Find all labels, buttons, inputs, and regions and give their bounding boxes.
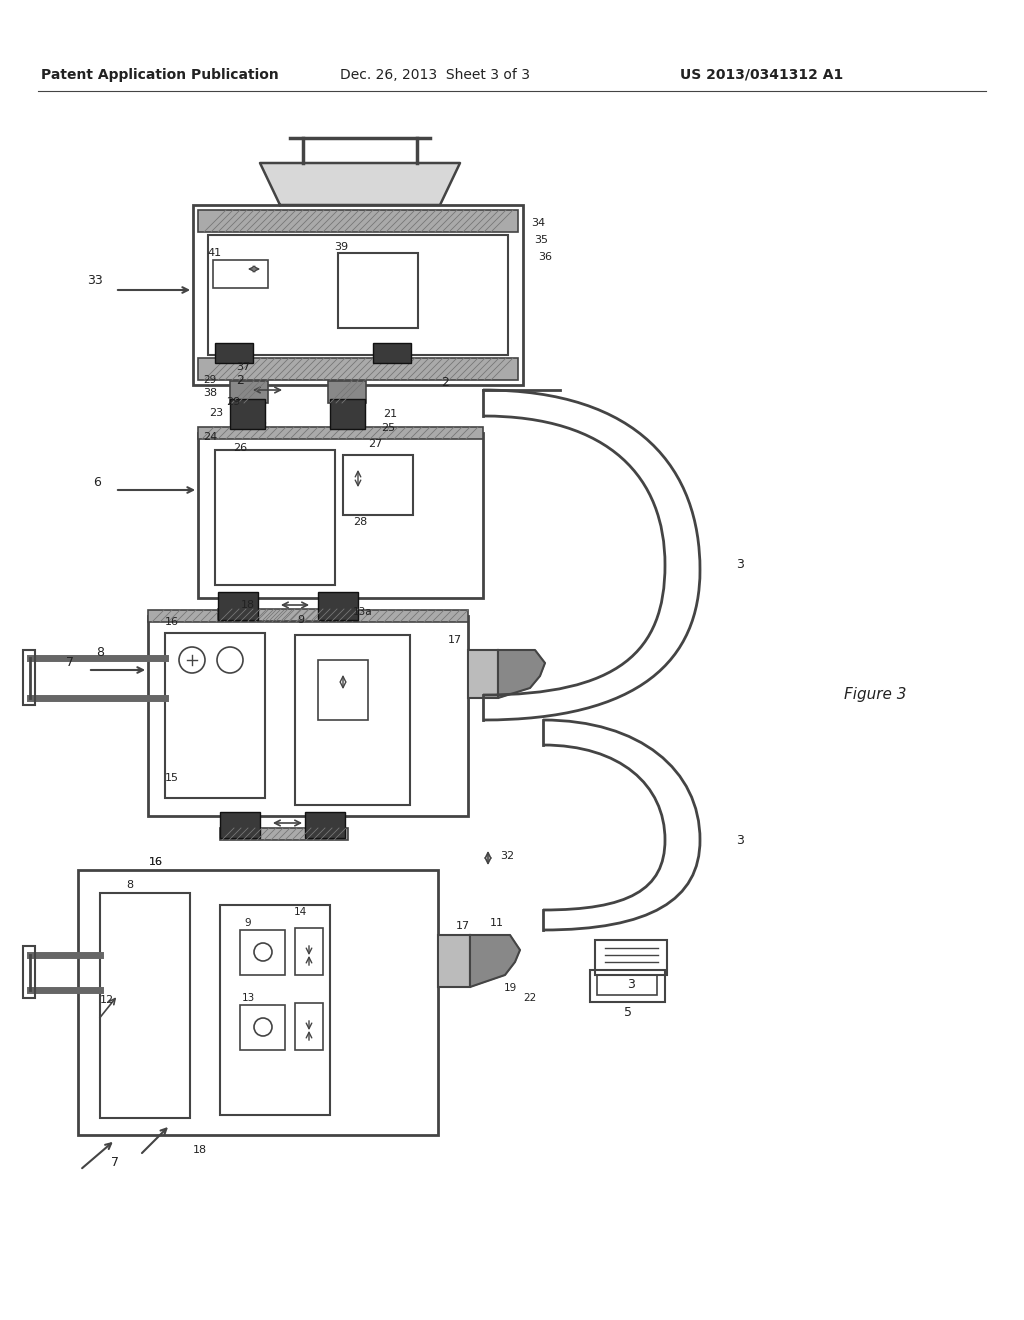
Text: 18: 18 xyxy=(193,1144,207,1155)
Bar xyxy=(148,610,468,622)
Text: 8: 8 xyxy=(96,645,104,659)
Text: 3: 3 xyxy=(736,558,744,572)
Polygon shape xyxy=(470,935,520,987)
Bar xyxy=(295,635,410,805)
Bar xyxy=(230,399,265,429)
Bar xyxy=(343,455,413,515)
Text: 22: 22 xyxy=(523,993,537,1003)
Bar xyxy=(78,870,438,1135)
Text: Figure 3: Figure 3 xyxy=(844,688,906,702)
Text: 26: 26 xyxy=(232,444,247,453)
Text: Patent Application Publication: Patent Application Publication xyxy=(41,69,279,82)
Text: 35: 35 xyxy=(534,235,548,246)
Text: US 2013/0341312 A1: US 2013/0341312 A1 xyxy=(680,69,844,82)
Text: 16: 16 xyxy=(150,857,163,867)
Text: 9: 9 xyxy=(245,917,251,928)
Text: 32: 32 xyxy=(500,851,514,861)
Bar xyxy=(220,828,348,840)
Text: 6: 6 xyxy=(93,475,101,488)
Text: 2: 2 xyxy=(237,374,244,387)
Bar xyxy=(218,591,258,620)
Polygon shape xyxy=(260,162,460,205)
Bar xyxy=(318,591,358,620)
Text: 7: 7 xyxy=(66,656,74,668)
Text: 3: 3 xyxy=(627,978,635,991)
Bar xyxy=(295,1003,323,1049)
Text: 16: 16 xyxy=(165,616,179,627)
Bar xyxy=(215,450,335,585)
Text: 5: 5 xyxy=(624,1006,632,1019)
Bar xyxy=(318,660,368,719)
Text: 16: 16 xyxy=(150,857,163,867)
Text: 28: 28 xyxy=(353,517,368,527)
Bar xyxy=(438,935,470,987)
Text: 39: 39 xyxy=(334,242,348,252)
Text: 13: 13 xyxy=(242,993,255,1003)
Bar xyxy=(23,649,35,705)
Text: 34: 34 xyxy=(530,218,545,228)
Text: 18: 18 xyxy=(241,601,255,610)
Text: 23: 23 xyxy=(209,408,223,418)
Text: 19: 19 xyxy=(504,983,517,993)
Bar xyxy=(295,928,323,975)
Bar xyxy=(338,253,418,327)
Text: 41: 41 xyxy=(208,248,222,257)
Text: 29: 29 xyxy=(226,397,240,407)
Text: 36: 36 xyxy=(538,252,552,261)
Text: 15: 15 xyxy=(165,774,179,783)
Text: 17: 17 xyxy=(456,921,470,931)
Text: 25: 25 xyxy=(381,422,395,433)
Bar xyxy=(218,609,358,620)
Bar xyxy=(330,399,365,429)
Bar xyxy=(468,649,498,698)
Text: 38: 38 xyxy=(203,388,217,399)
Bar xyxy=(590,970,665,1002)
Bar xyxy=(23,946,35,998)
Bar xyxy=(215,343,253,363)
Bar xyxy=(198,358,518,380)
Bar xyxy=(230,381,268,403)
Bar xyxy=(305,812,345,838)
Text: 21: 21 xyxy=(383,409,397,418)
Bar xyxy=(198,433,483,598)
Bar xyxy=(220,906,330,1115)
Bar xyxy=(208,235,508,355)
Bar xyxy=(100,894,190,1118)
Bar xyxy=(198,210,518,232)
Text: 12: 12 xyxy=(100,995,114,1005)
Text: 14: 14 xyxy=(293,907,306,917)
Text: 24: 24 xyxy=(203,432,217,442)
Bar xyxy=(198,426,483,440)
Bar xyxy=(220,812,260,838)
Bar xyxy=(240,1005,285,1049)
Text: 9: 9 xyxy=(297,615,304,624)
Bar xyxy=(240,931,285,975)
Bar xyxy=(595,940,667,975)
Bar xyxy=(597,975,657,995)
Polygon shape xyxy=(498,649,545,698)
Text: 2: 2 xyxy=(441,376,449,389)
Bar xyxy=(148,616,468,816)
Text: Dec. 26, 2013  Sheet 3 of 3: Dec. 26, 2013 Sheet 3 of 3 xyxy=(340,69,530,82)
Bar xyxy=(373,343,411,363)
Text: 33: 33 xyxy=(87,273,102,286)
Text: 8: 8 xyxy=(126,880,133,890)
Bar xyxy=(328,381,366,403)
Text: 7: 7 xyxy=(111,1155,119,1168)
Bar xyxy=(213,260,268,288)
Text: 13a: 13a xyxy=(353,607,373,616)
Text: 29: 29 xyxy=(204,375,217,385)
Text: 3: 3 xyxy=(736,833,744,846)
Bar xyxy=(165,634,265,799)
Text: 37: 37 xyxy=(236,362,250,372)
Text: 11: 11 xyxy=(490,917,504,928)
Text: 27: 27 xyxy=(368,440,382,449)
Bar xyxy=(193,205,523,385)
Text: 17: 17 xyxy=(447,635,462,645)
